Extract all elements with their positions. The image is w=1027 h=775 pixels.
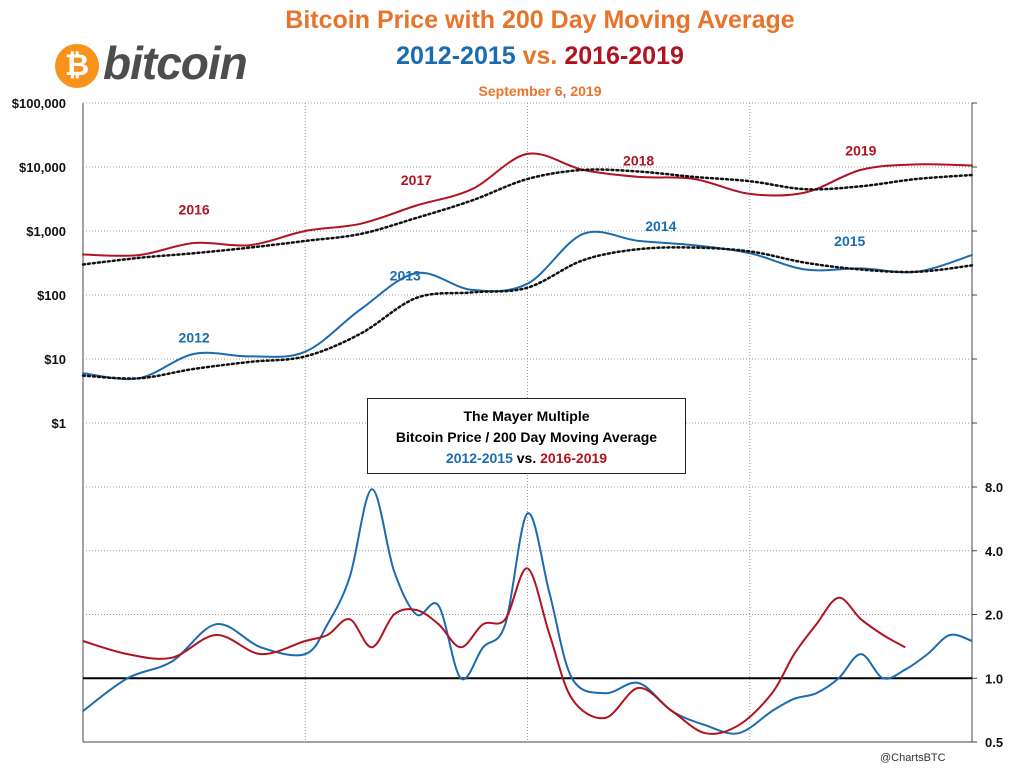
price-tick-label: $100 [37,288,66,303]
price-tick-label: $10,000 [19,160,66,175]
mm-tick-label: 4.0 [985,544,1003,559]
year-annotation: 2012 [179,330,210,346]
price-tick-label: $100,000 [12,96,66,111]
subtitle-vs: vs. [522,42,558,70]
price-tick-label: $1,000 [26,224,66,239]
mm-series-1 [82,567,906,735]
year-annotation: 2013 [390,267,421,283]
mm-series-0 [82,488,973,735]
chart-title: Bitcoin Price with 200 Day Moving Averag… [285,6,795,34]
price-series-3 [81,168,974,266]
mm-tick-label: 0.5 [985,735,1003,750]
year-annotation: 2019 [845,143,876,159]
mm-tick-label: 8.0 [985,480,1003,495]
legend-title: The Mayer Multiple [463,408,590,424]
bitcoin-logo: ₿ bitcoin [55,37,285,92]
credit-label: @ChartsBTC [880,752,946,764]
bitcoin-icon: ₿ [55,44,99,88]
price-tick-label: $1 [52,416,66,431]
subtitle-period-a: 2012-2015 [396,42,516,70]
legend-series-a: 2012-2015 [445,450,513,466]
year-annotation: 2018 [623,153,654,169]
legend-series-b: 2016-2019 [540,450,608,466]
legend-vs: vs. [516,450,537,466]
mayer-multiple-legend: The Mayer Multiple Bitcoin Price / 200 D… [367,398,686,474]
price-series-1 [81,246,974,380]
chart-subtitle: 2012-2015 vs. 2016-2019 [0,42,1027,71]
bitcoin-wordmark: bitcoin [103,37,248,89]
mm-tick-label: 2.0 [985,608,1003,623]
legend-series-line: 2012-2015 vs. 2016-2019 [368,448,685,469]
chart-date: September 6, 2019 [478,83,602,99]
year-annotation: 2017 [401,172,432,188]
mm-tick-label: 1.0 [985,671,1003,686]
price-series-2 [82,152,973,257]
subtitle-period-b: 2016-2019 [564,42,684,70]
year-annotation: 2014 [645,218,676,234]
legend-description: Bitcoin Price / 200 Day Moving Average [395,429,658,445]
price-tick-label: $10 [44,352,66,367]
price-series-0 [82,230,973,381]
year-annotation: 2016 [179,202,210,218]
year-annotation: 2015 [834,233,865,249]
